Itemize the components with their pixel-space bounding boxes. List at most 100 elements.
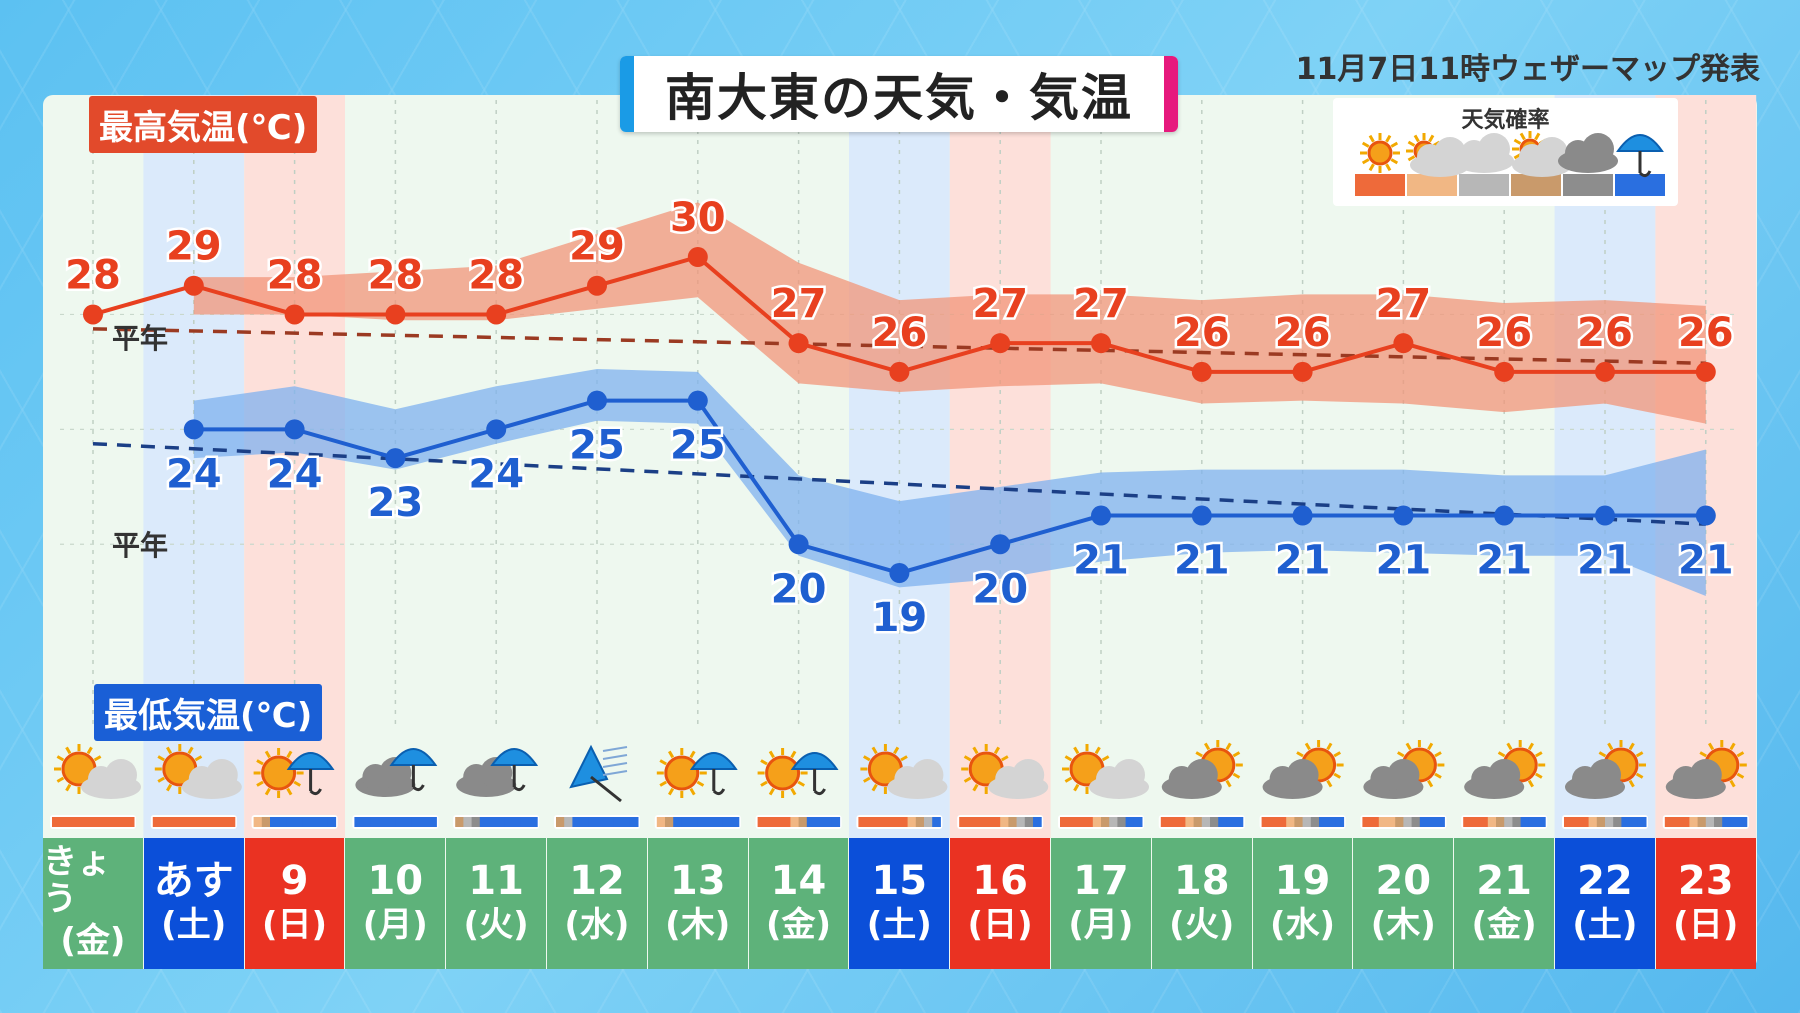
prob-bar-segment <box>1395 817 1404 827</box>
prob-bar-segment <box>1084 817 1094 827</box>
day-label: 12 <box>569 858 625 905</box>
weekday-label: (木) <box>665 905 731 946</box>
min-temp-point <box>687 390 708 411</box>
prob-bar-segment <box>202 817 211 827</box>
prob-bar-segment <box>520 817 530 827</box>
prob-bar-segment <box>1000 817 1009 827</box>
cloud-sun-icon <box>1665 740 1747 799</box>
day-column-tint <box>849 95 950 838</box>
prob-bar-segment <box>1487 817 1497 827</box>
max-temp-point <box>385 304 406 325</box>
prob-bar-segment <box>774 817 783 827</box>
prob-bar-segment <box>319 817 328 827</box>
day-label: 14 <box>770 858 827 905</box>
normal-max-line <box>92 327 1706 366</box>
prob-bar-segment <box>76 817 86 827</box>
prob-bar-segment <box>370 817 380 827</box>
prob-bar-segment <box>689 817 699 827</box>
prob-bar-segment <box>1076 817 1086 827</box>
day-column-tint <box>1554 95 1656 838</box>
day-cell: 18 (火) <box>1151 838 1252 969</box>
prob-bar-segment <box>411 817 421 827</box>
day-label: 13 <box>669 858 726 905</box>
min-temp-point <box>1595 505 1615 526</box>
prob-bar-segment <box>1133 817 1143 827</box>
prob-bar-segment <box>1564 817 1573 827</box>
prob-bar-segment <box>169 817 178 827</box>
sun-cloud-icon <box>54 744 141 799</box>
prob-bar-segment <box>1572 817 1581 827</box>
day-label: あす <box>153 858 234 905</box>
prob-bar-segment <box>932 817 941 827</box>
max-temp-value-label: 29 <box>569 224 625 270</box>
max-temp-point <box>990 333 1011 354</box>
prob-bar-segment <box>1335 817 1345 827</box>
prob-bar-segment <box>673 817 682 827</box>
prob-bar-segment <box>1387 817 1396 827</box>
prob-bar-segment <box>226 817 236 827</box>
min-temp-value-label: 21 <box>1275 538 1331 584</box>
page-title: 南大東の天気・気温 <box>665 69 1133 127</box>
prob-bar-segment <box>161 817 170 827</box>
prob-bar-segment <box>891 817 900 827</box>
cloud-umbrella-icon <box>456 748 539 797</box>
sun-umbrella-icon <box>253 748 335 798</box>
max-temp-point <box>1494 361 1515 382</box>
max-temp-point <box>687 247 708 267</box>
legend-swatch-sunny_cloudy <box>1407 174 1457 196</box>
prob-bar-segment <box>177 817 187 827</box>
min-temp-point <box>788 534 809 555</box>
max-temp-value-label: 27 <box>972 281 1028 327</box>
day-cell: 22 (土) <box>1555 838 1655 969</box>
prob-bar-segment <box>1637 817 1647 827</box>
prob-bar-segment <box>757 817 767 827</box>
prob-bar-segment <box>354 817 364 827</box>
day-cell: 10 (月) <box>345 838 446 969</box>
prob-bar-segment <box>1673 817 1682 827</box>
weekday-label: (木) <box>1370 905 1436 946</box>
weekday-label: (水) <box>564 905 630 946</box>
min-temp-point <box>1292 505 1313 526</box>
normal-min-label: 平年 <box>112 529 168 562</box>
prob-bar-segment <box>1092 817 1102 827</box>
prob-bar-segment <box>967 817 977 827</box>
prob-bar-segment <box>831 817 841 827</box>
prob-bar-segment <box>218 817 228 827</box>
prob-bar-segment <box>1403 817 1413 827</box>
prob-bar-segment <box>1261 817 1271 827</box>
prob-bar-segment <box>52 817 61 827</box>
prob-bar-segment <box>1697 817 1707 827</box>
day-cell: 14 (金) <box>748 838 849 969</box>
min-temp-value-label: 24 <box>166 451 222 497</box>
max-temp-point <box>1595 361 1615 382</box>
min-temp-value-label: 24 <box>468 451 524 497</box>
prob-bar-segment <box>68 817 78 827</box>
day-label: きょう <box>43 842 111 920</box>
max-temp-value-label: 26 <box>1678 310 1734 356</box>
cloud-icon <box>1454 133 1514 173</box>
prob-bar-segment <box>899 817 909 827</box>
prob-bar-segment <box>278 817 287 827</box>
max-temp-point <box>587 275 607 296</box>
prob-bar-segment <box>1234 817 1244 827</box>
prob-bar-segment <box>1193 817 1203 827</box>
prob-bar-segment <box>1278 817 1287 827</box>
prob-bar-segment <box>975 817 985 827</box>
min-temp-value-label: 21 <box>1376 538 1432 584</box>
prob-bar-segment <box>1362 817 1372 827</box>
cloud-sun-icon <box>1363 740 1445 799</box>
prob-bar-segment <box>362 817 372 827</box>
day-label: 9 <box>280 858 309 905</box>
normal-max-label: 平年 <box>112 322 168 355</box>
prob-bar-segment <box>629 817 639 827</box>
prob-bar-segment <box>1177 817 1186 827</box>
prob-bar-segment <box>1613 817 1622 827</box>
cloud-sun-icon <box>1464 740 1546 799</box>
max-temp-point <box>1393 333 1414 354</box>
issued-text: 11月7日11時ウェザーマップ発表 <box>1295 52 1760 87</box>
prob-bar-segment <box>1060 817 1069 827</box>
min-temp-point <box>1695 505 1716 526</box>
prob-bar-segment <box>1125 817 1135 827</box>
cloud-sun-icon <box>1262 740 1344 799</box>
sun-cloud-icon <box>1062 744 1149 799</box>
